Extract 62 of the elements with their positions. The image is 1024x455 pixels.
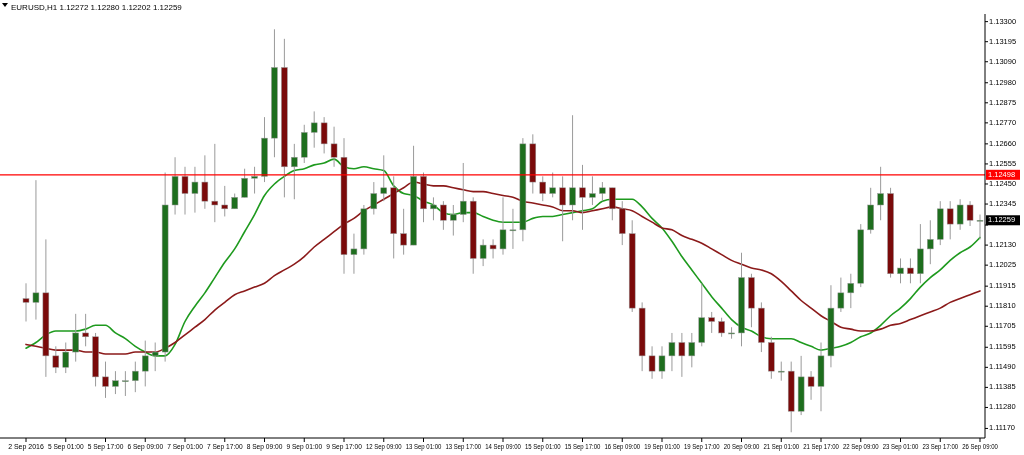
candlestick bbox=[946, 200, 954, 240]
chart-title: EURUSD,H1 1.12272 1.12280 1.12202 1.12259 bbox=[11, 3, 183, 13]
candlestick bbox=[569, 114, 576, 221]
candlestick bbox=[668, 332, 676, 372]
candlestick bbox=[440, 200, 447, 231]
candlestick bbox=[221, 185, 228, 217]
candlestick bbox=[718, 317, 725, 338]
candlestick bbox=[460, 162, 467, 223]
candlestick bbox=[778, 361, 785, 382]
candlestick bbox=[966, 200, 974, 227]
candlestick bbox=[539, 175, 546, 202]
candlestick bbox=[400, 208, 407, 256]
candlestick bbox=[658, 345, 666, 380]
candlestick bbox=[509, 208, 517, 250]
candlestick bbox=[877, 166, 884, 221]
candlestick bbox=[589, 175, 596, 206]
candlestick bbox=[688, 332, 696, 368]
candlestick bbox=[142, 340, 149, 387]
candlestick bbox=[330, 126, 338, 168]
candlestick bbox=[370, 181, 378, 216]
candlestick bbox=[102, 361, 109, 399]
candlestick bbox=[181, 166, 189, 216]
candlestick bbox=[72, 313, 79, 363]
candlestick bbox=[450, 204, 457, 237]
candlestick bbox=[310, 110, 318, 149]
candlestick bbox=[579, 164, 586, 231]
candlestick bbox=[112, 370, 119, 395]
candlestick bbox=[559, 175, 566, 242]
candlestick bbox=[132, 361, 139, 393]
candlestick bbox=[489, 238, 497, 259]
candlestick bbox=[549, 172, 556, 198]
candlestick bbox=[350, 233, 358, 275]
candlestick bbox=[847, 273, 855, 309]
candlestick bbox=[907, 257, 914, 284]
candlestick bbox=[22, 282, 30, 322]
candlestick bbox=[320, 116, 328, 154]
candlestick bbox=[191, 166, 199, 214]
candlestick bbox=[211, 143, 219, 223]
candlestick bbox=[151, 342, 159, 372]
candlestick bbox=[956, 198, 964, 231]
candlestick bbox=[251, 166, 258, 195]
candlestick bbox=[52, 345, 60, 374]
candlestick bbox=[82, 313, 89, 347]
candlestick bbox=[708, 311, 715, 334]
candlestick bbox=[609, 187, 616, 221]
candlestick bbox=[479, 238, 487, 267]
candlestick bbox=[122, 370, 129, 397]
candlestick bbox=[897, 257, 904, 284]
candlestick bbox=[32, 179, 40, 321]
candlestick bbox=[62, 342, 69, 374]
candlestick bbox=[201, 154, 209, 210]
candlestick bbox=[837, 277, 845, 313]
candlestick bbox=[648, 345, 656, 380]
candlestick bbox=[291, 143, 298, 200]
candlestick bbox=[430, 196, 437, 221]
candlestick bbox=[380, 154, 387, 202]
candlestick bbox=[807, 370, 815, 401]
candlestick bbox=[599, 181, 606, 202]
candlestick bbox=[678, 332, 686, 378]
candlestick bbox=[927, 219, 934, 265]
candlestick bbox=[241, 168, 248, 198]
candlestick bbox=[499, 196, 507, 256]
